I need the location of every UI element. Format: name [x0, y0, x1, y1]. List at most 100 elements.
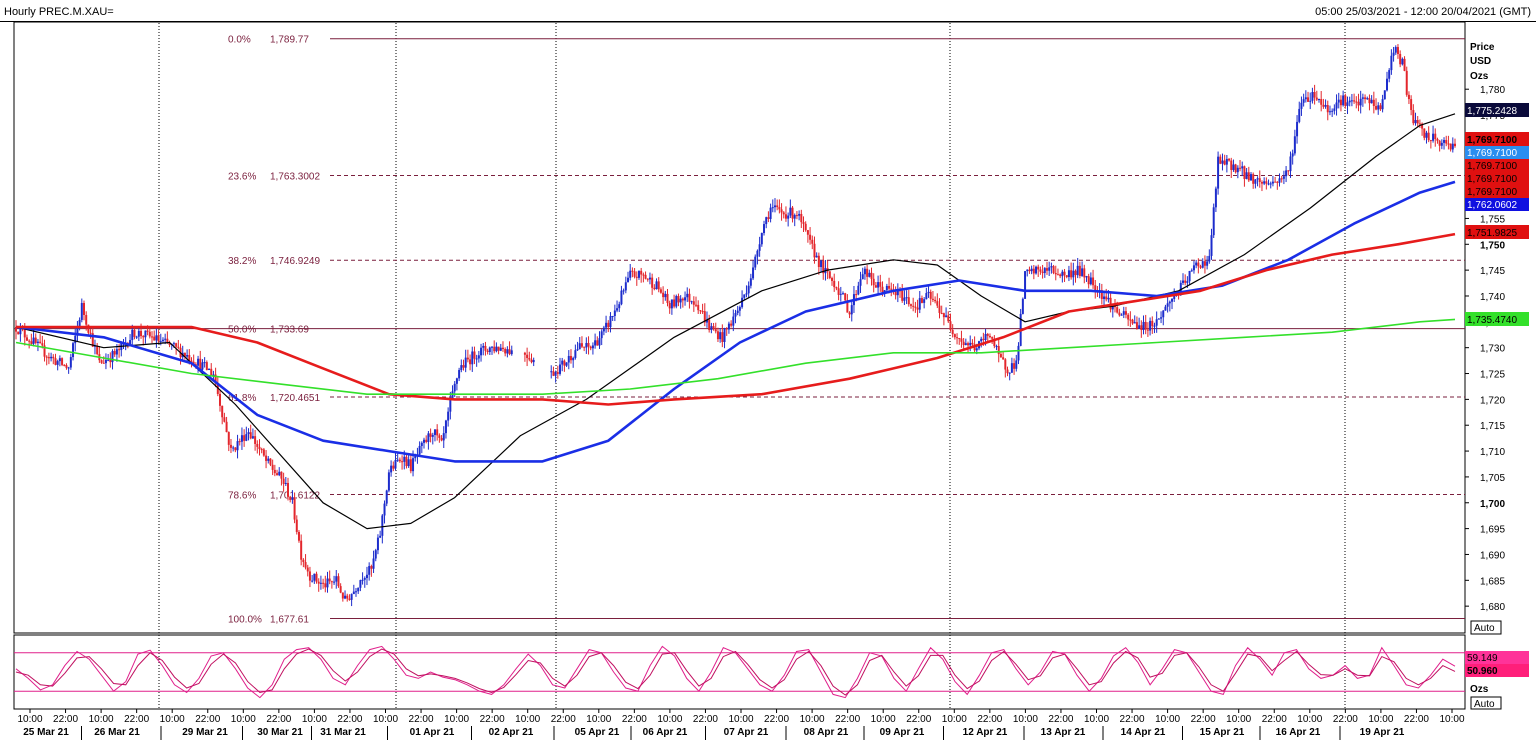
candle-body: [1087, 276, 1090, 285]
candle-body: [1350, 100, 1353, 102]
x-tick-label: 22:00: [1262, 714, 1287, 725]
candle-body: [100, 360, 103, 363]
candle-body: [773, 205, 776, 208]
candle-body: [102, 362, 105, 364]
candle-body: [148, 331, 151, 337]
candle-body: [1254, 179, 1257, 184]
candle-body: [153, 336, 156, 341]
candle-body: [1153, 325, 1156, 327]
candle-body: [1383, 90, 1386, 100]
candle-body: [1157, 318, 1160, 320]
candle-body: [172, 343, 175, 345]
candle-body: [34, 337, 37, 343]
candle-body: [115, 349, 118, 355]
candle-body: [45, 356, 48, 358]
candle-body: [1041, 271, 1044, 274]
candle-body: [1089, 277, 1092, 285]
candle-body: [1067, 270, 1070, 278]
candle-body: [1421, 123, 1424, 129]
candle-body: [651, 277, 654, 288]
candle-body: [697, 304, 700, 311]
candle-body: [1436, 138, 1439, 141]
candle-body: [341, 592, 344, 599]
candle-body: [1427, 132, 1430, 141]
candle-body: [254, 436, 257, 444]
tag-last-price: 1,769.7100: [1465, 132, 1529, 146]
x-tick-label: 22:00: [551, 714, 576, 725]
candle-body: [559, 364, 562, 374]
candle-body: [168, 342, 171, 345]
candle-body: [80, 303, 83, 320]
tag-last-price-4: 1,769.7100: [1465, 172, 1529, 185]
candle-body: [839, 293, 842, 295]
y-tick-label: 1,715: [1480, 421, 1505, 432]
candle-body: [387, 472, 390, 491]
candle-body: [1065, 275, 1068, 278]
candle-body: [868, 272, 871, 277]
candle-body: [938, 305, 941, 313]
candle-body: [528, 358, 531, 360]
candle-body: [1081, 268, 1084, 276]
candle-body: [161, 339, 164, 342]
candle-body: [580, 343, 583, 347]
fib-value-1: 1,763.3002: [270, 172, 320, 183]
candle-body: [1260, 182, 1263, 184]
y-tick-label: 1,685: [1480, 576, 1505, 587]
candle-body: [730, 323, 733, 326]
candle-body: [363, 578, 366, 580]
candle-body: [912, 305, 915, 307]
x-tick-label: 10:00: [373, 714, 398, 725]
candle-body: [648, 277, 651, 280]
candle-body: [1146, 329, 1149, 331]
x-tick-label: 22:00: [977, 714, 1002, 725]
x-tick-label: 10:00: [89, 714, 114, 725]
date-label: 16 Apr 21: [1276, 727, 1321, 738]
candle-body: [1364, 97, 1367, 100]
candle-body: [1179, 282, 1182, 295]
candle-body: [462, 365, 465, 368]
candle-body: [903, 297, 906, 301]
candle-body: [374, 550, 377, 559]
candle-body: [561, 360, 564, 365]
candle-body: [1184, 280, 1187, 283]
candle-body: [644, 274, 647, 279]
candle-body: [1217, 156, 1220, 189]
candle-body: [326, 578, 329, 588]
candle-body: [1342, 95, 1345, 106]
candle-body: [409, 459, 412, 472]
candle-body: [958, 338, 961, 340]
candle-body: [1190, 270, 1193, 272]
x-tick-label: 10:00: [1439, 714, 1464, 725]
candle-body: [265, 455, 268, 461]
auto-scale-lower-button[interactable]: Auto: [1470, 696, 1502, 710]
candle-body: [1144, 321, 1147, 330]
candle-body: [464, 357, 467, 368]
candle-body: [885, 285, 888, 291]
date-label: 07 Apr 21: [724, 727, 769, 738]
candle-body: [129, 340, 132, 346]
candle-body: [569, 355, 572, 361]
stochastic-panel: [14, 645, 1465, 699]
date-label: 06 Apr 21: [643, 727, 688, 738]
candle-body: [798, 213, 801, 216]
candle-body: [890, 288, 893, 290]
candle-body: [466, 357, 469, 360]
fib-pct-6: 100.0%: [228, 615, 262, 626]
candle-body: [499, 347, 502, 351]
candle-body: [1326, 105, 1329, 113]
auto-scale-button[interactable]: Auto: [1470, 620, 1502, 635]
candle-body: [1392, 52, 1395, 56]
candle-body: [734, 313, 737, 317]
candle-body: [741, 297, 744, 308]
x-tick-label: 10:00: [800, 714, 825, 725]
candle-body: [1197, 262, 1200, 267]
candle-body: [813, 243, 816, 258]
candle-body: [1142, 321, 1145, 331]
candle-body: [190, 360, 193, 362]
candle-body: [1348, 100, 1351, 103]
date-label: 09 Apr 21: [880, 727, 925, 738]
candle-body: [91, 333, 94, 347]
tag-stoch-d: 50.960: [1465, 664, 1529, 677]
candle-body: [1438, 140, 1441, 146]
